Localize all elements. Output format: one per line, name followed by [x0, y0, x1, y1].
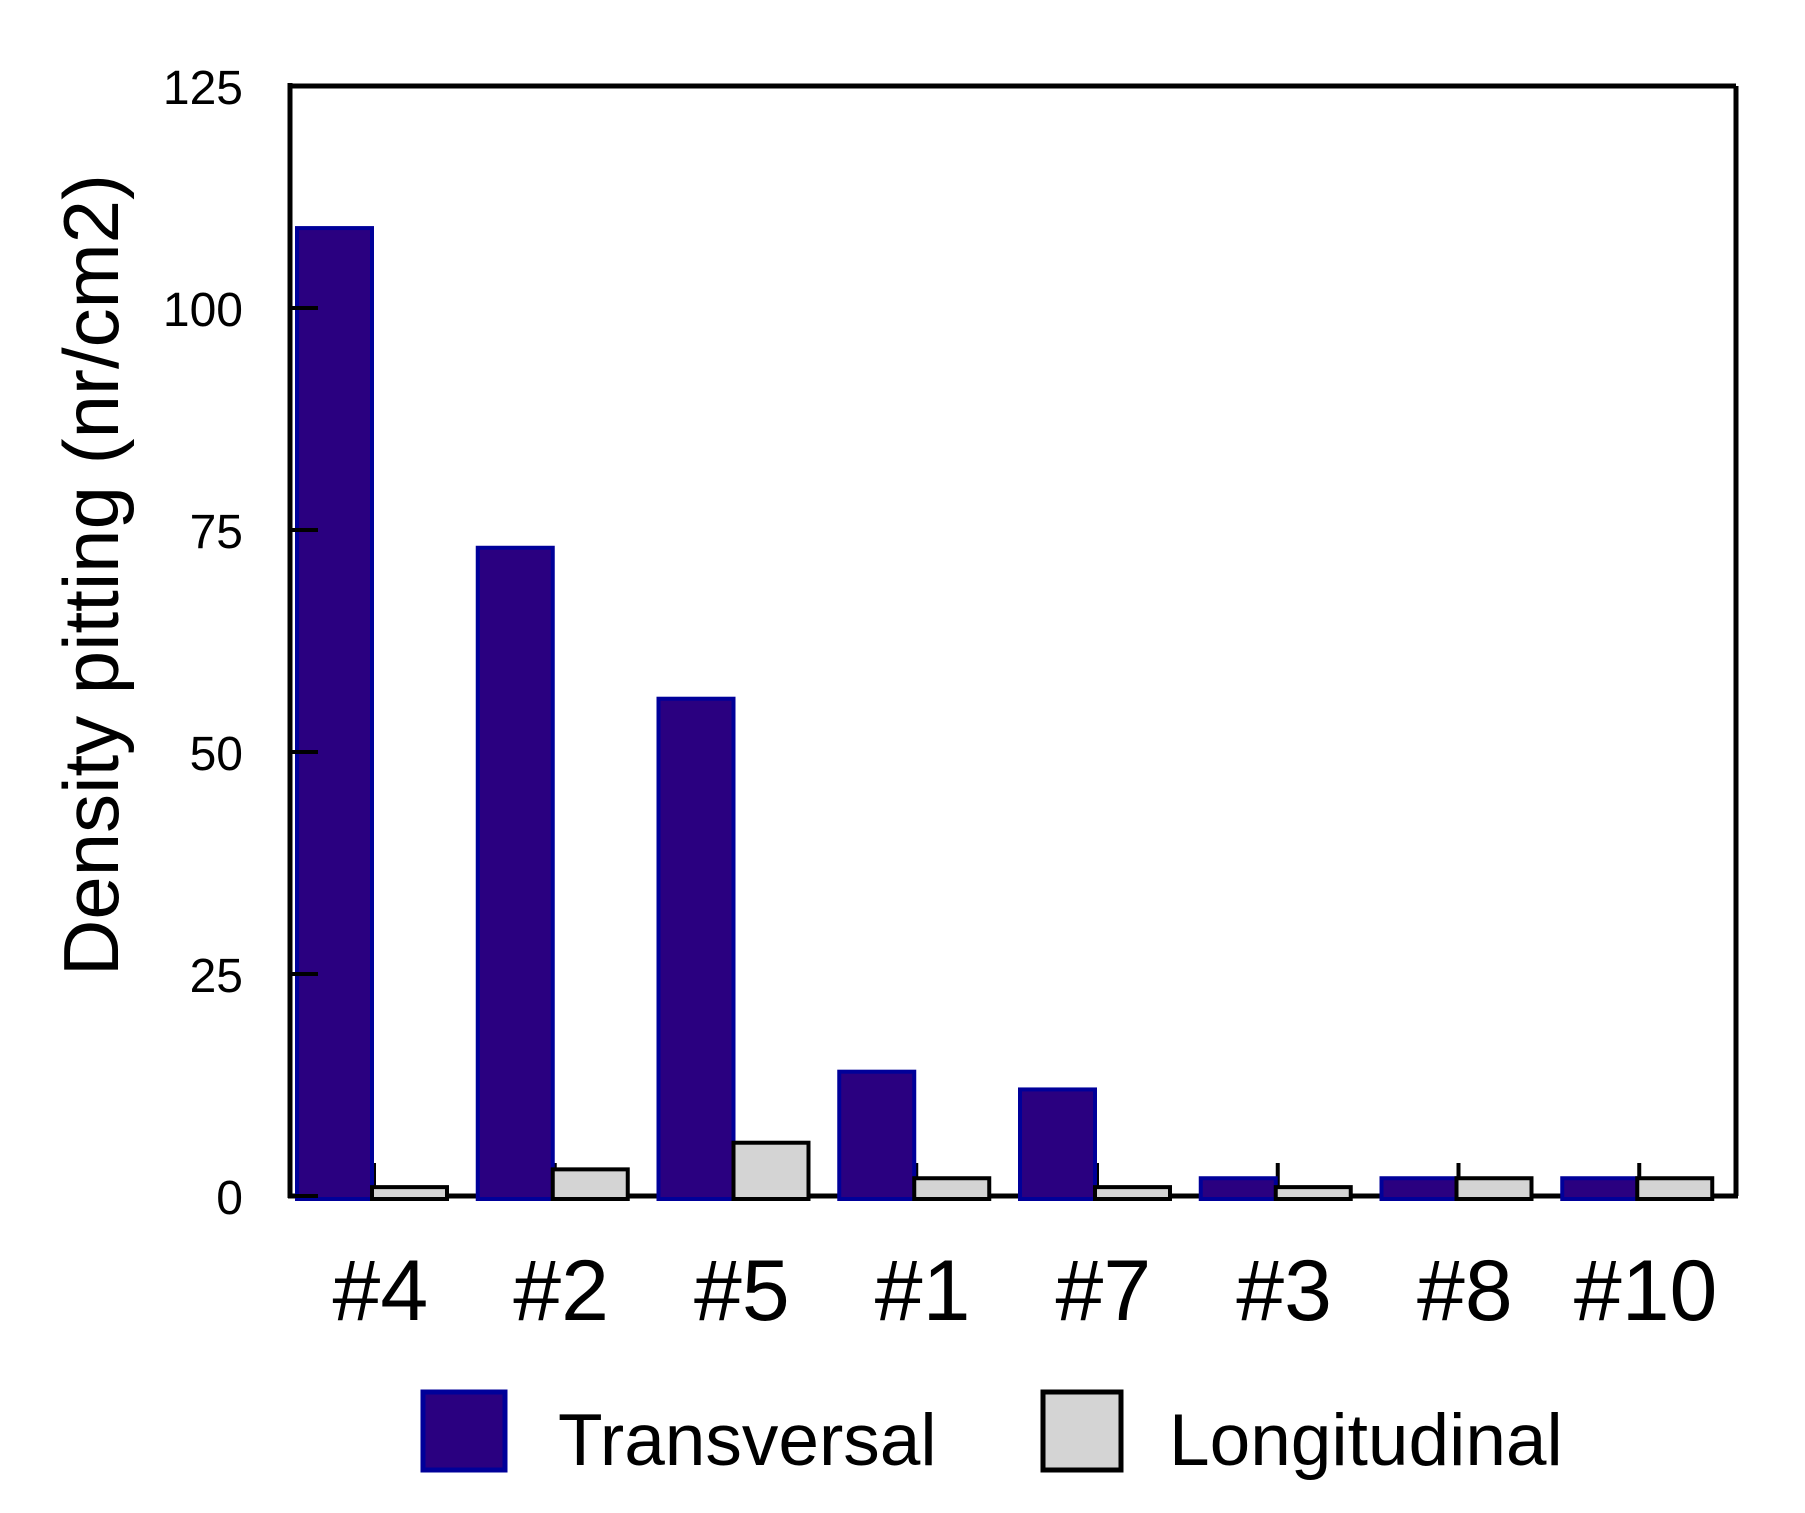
y-axis-title: Density pitting (nr/cm2) [47, 174, 135, 976]
bar-transversal-1 [837, 1069, 917, 1202]
y-tick-label: 0 [216, 1172, 243, 1225]
bar-transversal-3 [1198, 1176, 1278, 1201]
x-axis-label: #7 [1056, 1243, 1152, 1339]
bar-longitudinal-8 [1454, 1176, 1534, 1201]
bar-longitudinal-7 [1093, 1185, 1172, 1201]
bar-transversal-4 [295, 226, 374, 1201]
bar-transversal-10 [1560, 1176, 1640, 1201]
legend-swatch-transversal [420, 1389, 508, 1473]
legend: Transversal Longitudinal [420, 1389, 1563, 1481]
y-tick-label: 75 [190, 506, 243, 559]
x-axis-label: #5 [694, 1243, 790, 1339]
bar-longitudinal-3 [1273, 1185, 1353, 1201]
x-axis-label: #4 [333, 1243, 429, 1339]
y-tick-label: 125 [163, 62, 243, 115]
bar-longitudinal-1 [912, 1176, 992, 1201]
x-axis-label: #8 [1417, 1243, 1513, 1339]
legend-label-longitudinal: Longitudinal [1169, 1400, 1563, 1481]
legend-label-transversal: Transversal [558, 1400, 937, 1481]
bar-longitudinal-4 [370, 1185, 449, 1201]
bar-transversal-2 [475, 545, 555, 1201]
bars [295, 226, 1715, 1202]
bar-longitudinal-10 [1635, 1176, 1715, 1201]
bar-transversal-7 [1018, 1087, 1097, 1201]
y-tick-label: 50 [190, 728, 243, 781]
y-tick-label: 100 [163, 284, 243, 337]
bar-longitudinal-2 [550, 1167, 630, 1201]
x-axis-label: #1 [875, 1243, 971, 1339]
x-axis-label: #2 [513, 1243, 609, 1339]
x-axis-label: #10 [1574, 1243, 1718, 1339]
x-axis-labels: #4 #2 #5 #1 #7 #3 #8 #10 [333, 1243, 1718, 1339]
y-axis-ticks [290, 84, 318, 1198]
y-tick-label: 25 [190, 950, 243, 1003]
legend-swatch-longitudinal [1040, 1389, 1124, 1473]
x-axis-label: #3 [1236, 1243, 1332, 1339]
bar-longitudinal-5 [731, 1140, 811, 1201]
bar-transversal-5 [656, 696, 736, 1201]
y-axis-tick-labels: 0 25 50 75 100 125 [163, 62, 243, 1225]
bar-transversal-8 [1379, 1176, 1459, 1201]
